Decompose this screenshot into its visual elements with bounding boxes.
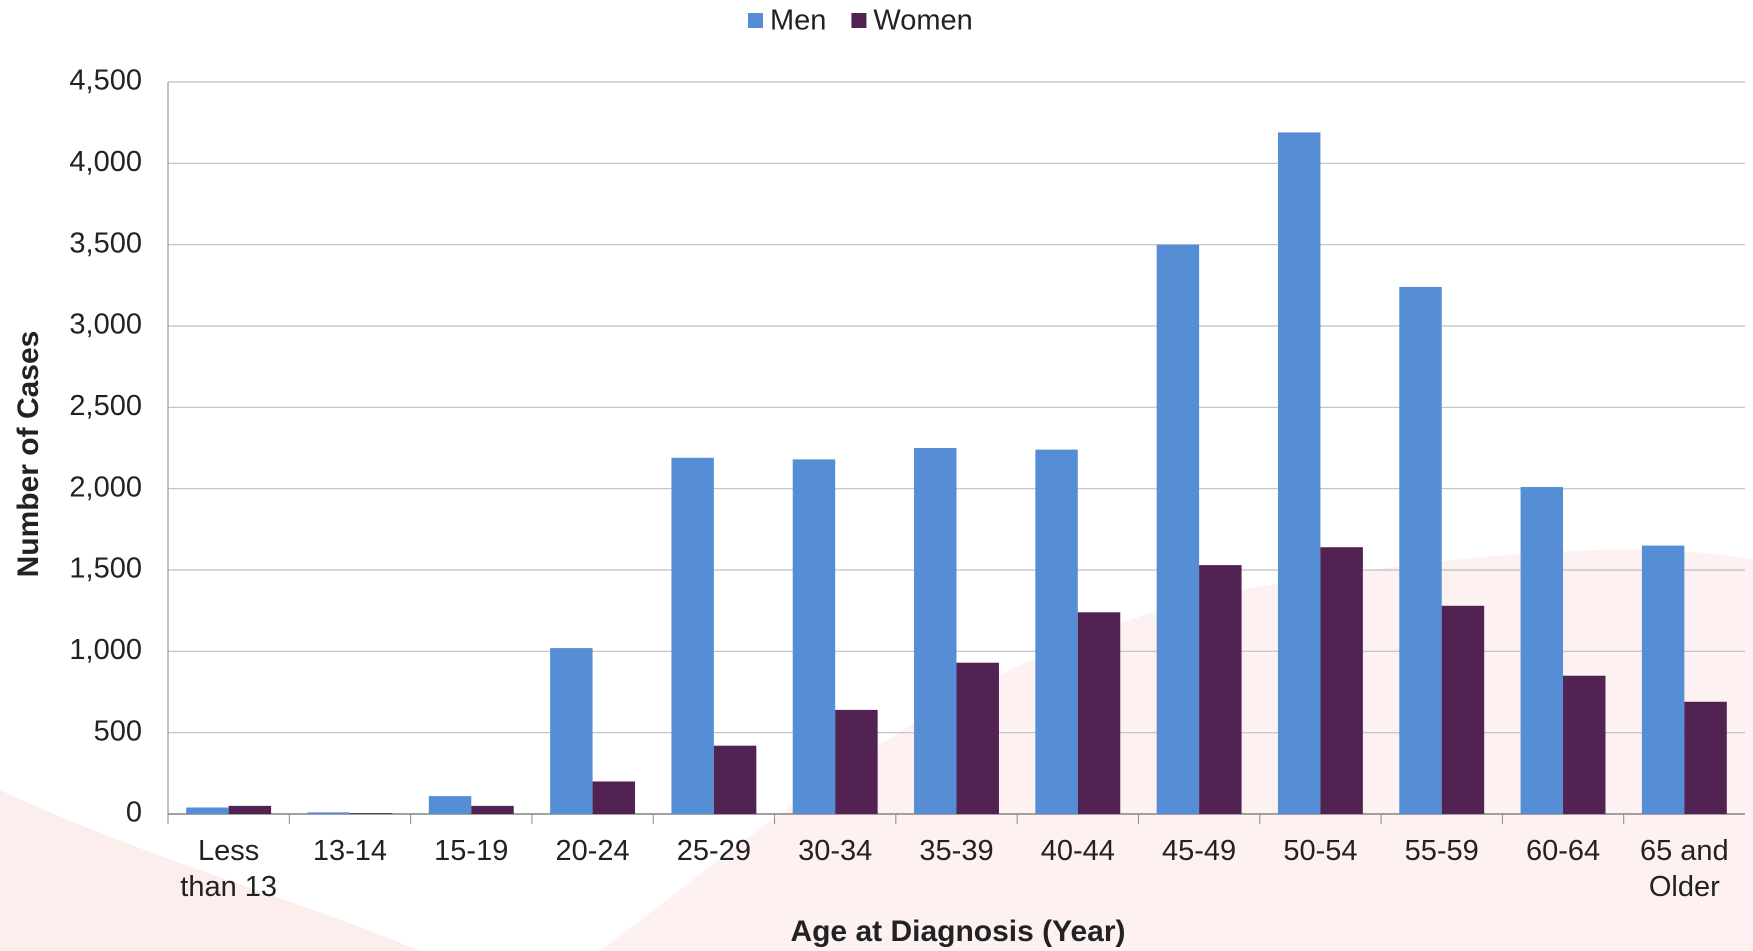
bar [835, 710, 877, 814]
bar [957, 663, 999, 814]
bar [593, 781, 635, 814]
bar [471, 806, 513, 814]
x-axis-title: Age at Diagnosis (Year) [790, 915, 1125, 948]
bar [1399, 287, 1441, 814]
bar [1078, 612, 1120, 814]
bar [914, 448, 956, 814]
y-tick-label: 2,000 [69, 471, 142, 503]
legend-label: Men [770, 5, 826, 37]
bar [229, 806, 271, 814]
x-tick-label: 45-49 [1162, 835, 1236, 867]
y-tick-label: 2,500 [69, 390, 142, 422]
y-tick-label: 3,000 [69, 309, 142, 341]
page: {"chart_data": {"type": "bar", "x_label"… [0, 0, 1753, 951]
bar [550, 648, 592, 814]
bar [1684, 702, 1726, 814]
legend-label: Women [873, 5, 972, 37]
bar [1521, 487, 1563, 814]
x-tick-label: 60-64 [1526, 835, 1600, 867]
x-tick-label: 55-59 [1405, 835, 1479, 867]
bar [1199, 565, 1241, 814]
bar [671, 458, 713, 814]
y-tick-label: 3,500 [69, 227, 142, 259]
x-tick-label: 25-29 [677, 835, 751, 867]
bar [714, 746, 756, 814]
x-tick-label: 30-34 [798, 835, 872, 867]
legend-swatch [851, 13, 866, 28]
x-tick-label: 20-24 [555, 835, 629, 867]
bar [1157, 245, 1199, 814]
bar [1035, 450, 1077, 814]
x-tick-label: 50-54 [1283, 835, 1357, 867]
x-tick-label: 40-44 [1041, 835, 1115, 867]
bar [186, 807, 228, 814]
bar [1563, 676, 1605, 814]
bar [1642, 546, 1684, 814]
legend-swatch [748, 13, 763, 28]
y-axis-title: Number of Cases [12, 331, 45, 578]
chart: Age at Diagnosis (Year) Number of Cases … [0, 0, 1753, 951]
y-tick-label: 1,500 [69, 553, 142, 585]
bar [429, 796, 471, 814]
bar [1320, 547, 1362, 814]
x-tick-label: 15-19 [434, 835, 508, 867]
bar [350, 813, 392, 814]
bar [1442, 606, 1484, 814]
x-tick-label: 35-39 [919, 835, 993, 867]
y-tick-label: 4,000 [69, 146, 142, 178]
y-tick-label: 0 [126, 797, 142, 829]
y-tick-label: 500 [94, 715, 142, 747]
bar [1278, 132, 1320, 814]
bar [793, 459, 835, 814]
bar [308, 812, 350, 814]
y-tick-label: 1,000 [69, 634, 142, 666]
y-tick-label: 4,500 [69, 65, 142, 97]
x-tick-label: 13-14 [313, 835, 387, 867]
